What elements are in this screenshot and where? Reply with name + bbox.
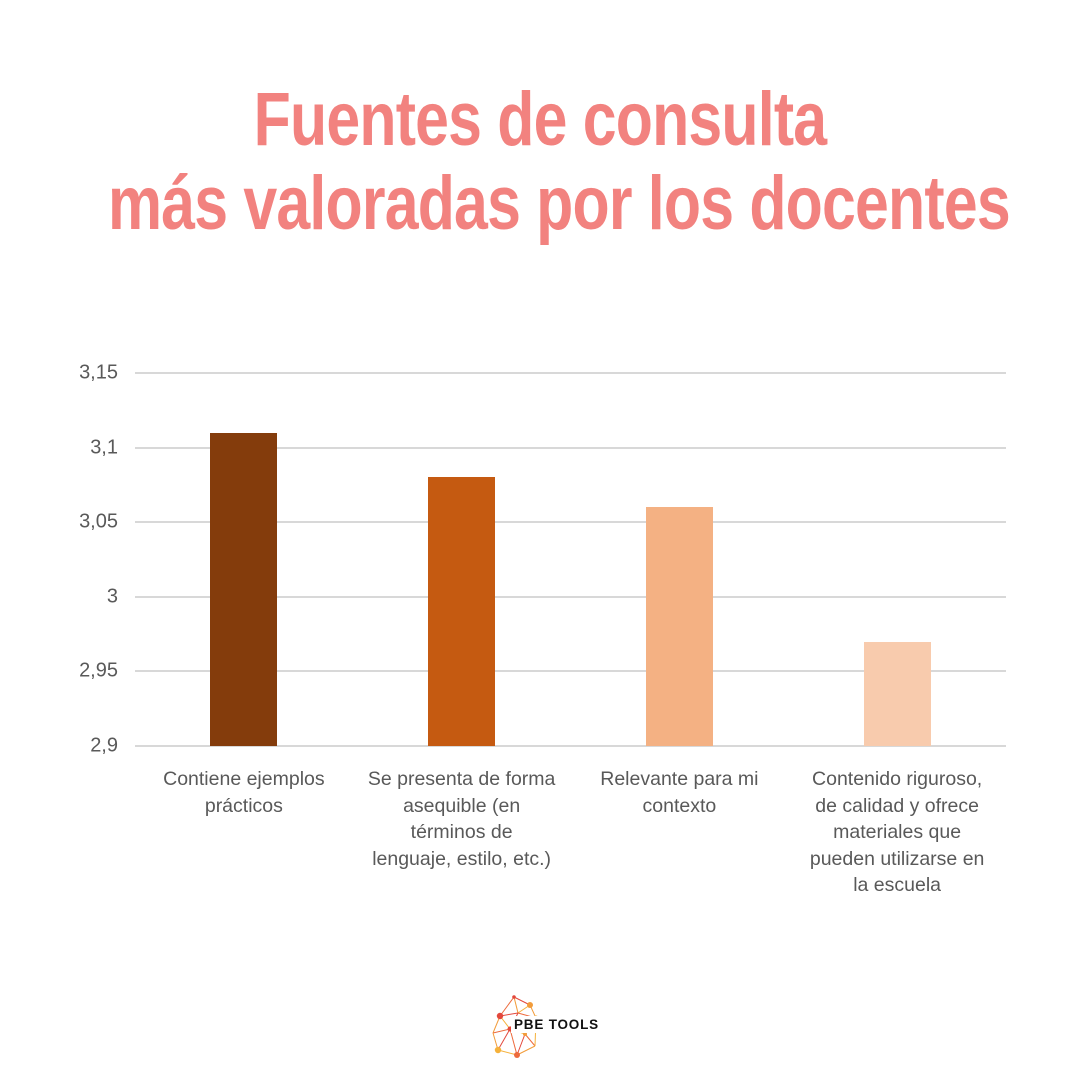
gridline: 2,9 (90, 735, 1006, 757)
y-axis-tick-label: 3 (106, 585, 118, 608)
gridline: 3,15 (79, 362, 1006, 384)
title-line-2: más valoradas por los docentes (108, 161, 1011, 246)
gridline: 3,1 (90, 436, 1006, 458)
x-axis-category-text: Contiene ejemplos prácticos (163, 768, 325, 817)
y-axis-tick-label: 3,15 (79, 361, 118, 384)
gridline: 2,95 (79, 660, 1006, 682)
title-line-1: Fuentes de consulta (253, 77, 827, 162)
y-axis-tick-label: 2,95 (79, 659, 118, 682)
bar-2 (428, 477, 496, 746)
y-axis-tick-label: 3,1 (90, 436, 118, 459)
page-title: Fuentes de consulta más valoradas por lo… (0, 78, 1080, 246)
bar-3 (645, 507, 713, 746)
gridline: 3,05 (79, 511, 1006, 533)
network-mesh-icon (492, 995, 539, 1058)
x-axis-category-label: Se presenta de forma asequible (en térmi… (353, 766, 571, 872)
x-axis-category-text: Se presenta de forma asequible (en térmi… (367, 768, 556, 870)
plot-area: 3,15 3,1 3,05 3 2,95 2,9 Contiene ejemplos prá… (79, 362, 1006, 896)
bar-chart: 3,15 3,1 3,05 3 2,95 2,9 Contiene ejemplos prá… (79, 362, 1006, 896)
gridline: 3 (107, 585, 1006, 607)
bar-1 (210, 432, 278, 746)
y-axis-tick-label: 2,9 (90, 734, 118, 757)
x-axis-category-label: Relevante para mi contexto (571, 766, 789, 819)
x-axis-category-label: Contiene ejemplos prácticos (135, 766, 353, 819)
x-axis-category-text: Contenido riguroso, de calidad y ofrece … (809, 768, 985, 896)
bar-4 (863, 641, 931, 746)
y-axis-tick-label: 3,05 (79, 510, 118, 533)
x-axis-category-text: Relevante para mi contexto (600, 768, 759, 817)
logo-text: PBE TOOLS (511, 1016, 602, 1033)
x-axis-category-label: Contenido riguroso, de calidad y ofrece … (788, 766, 1006, 899)
pbe-tools-logo: PBE TOOLS (490, 993, 770, 1068)
